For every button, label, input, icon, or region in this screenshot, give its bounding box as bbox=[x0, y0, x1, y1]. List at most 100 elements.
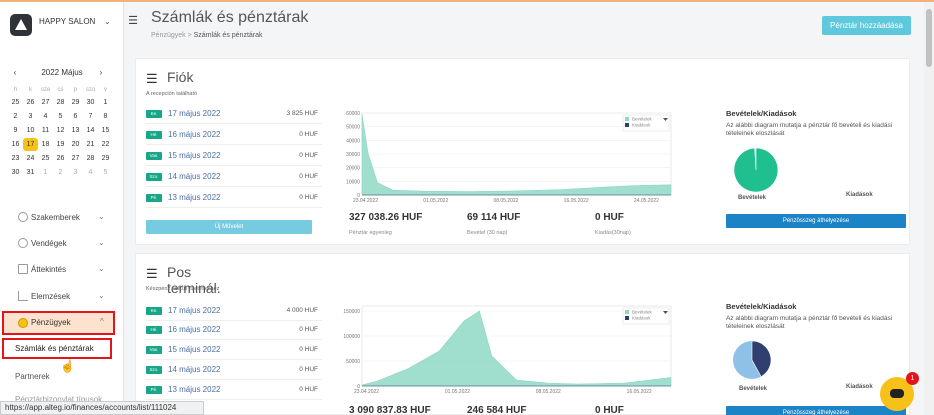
row-amount: 4 000 HUF bbox=[286, 307, 318, 314]
daily-row[interactable]: Ke. 17 május 2022 4 000 HUF bbox=[146, 304, 322, 321]
x-tick-label: 16.05.2022 bbox=[564, 198, 589, 204]
scrollbar-track[interactable] bbox=[924, 2, 934, 415]
pie-expense-label: Kiadások bbox=[846, 384, 873, 390]
y-tick-label: 10000 bbox=[346, 179, 360, 185]
nav-analysis[interactable]: Elemzések ⌄ bbox=[0, 286, 123, 308]
calendar-day[interactable]: 8 bbox=[103, 113, 108, 120]
row-amount: 0 HUF bbox=[299, 194, 318, 201]
calendar-day[interactable]: 28 bbox=[86, 155, 95, 162]
calendar-day[interactable]: 31 bbox=[26, 169, 35, 176]
daily-row[interactable]: Szo. 14 május 2022 0 HUF bbox=[146, 170, 322, 187]
row-date[interactable]: 14 május 2022 bbox=[168, 172, 221, 181]
calendar-prev-button[interactable]: ‹ bbox=[13, 68, 17, 77]
calendar-day[interactable]: 27 bbox=[41, 99, 50, 106]
calendar-day[interactable]: 11 bbox=[41, 127, 50, 134]
row-date[interactable]: 14 május 2022 bbox=[168, 365, 221, 374]
calendar-day[interactable]: 21 bbox=[86, 141, 95, 148]
nav-receipt-types[interactable]: Pénztárbizonylat típusok bbox=[15, 395, 103, 404]
legend-box bbox=[622, 307, 670, 325]
nav-guests[interactable]: Vendégek ⌄ bbox=[0, 233, 123, 255]
calendar-day[interactable]: 4 bbox=[43, 113, 48, 120]
calendar-day[interactable]: 5 bbox=[58, 113, 63, 120]
calendar-day[interactable]: 30 bbox=[86, 99, 95, 106]
new-operation-button[interactable]: Új Művelet bbox=[146, 220, 312, 234]
card-menu-icon[interactable]: ☰ bbox=[146, 71, 158, 86]
calendar-day[interactable]: 19 bbox=[56, 141, 65, 148]
nav-accounts-and-cash-registers[interactable]: Számlák és pénztárak bbox=[2, 338, 112, 359]
calendar-day[interactable]: 18 bbox=[41, 141, 50, 148]
calendar-day[interactable]: 2 bbox=[13, 113, 18, 120]
weekday-badge: Vas. bbox=[146, 346, 162, 354]
income-expense-panel: Bevételek/Kiadások Az alábbi diagram mut… bbox=[726, 302, 906, 415]
add-cash-register-button[interactable]: Pénztár hozzáadása bbox=[822, 16, 911, 35]
calendar-day[interactable]: 15 bbox=[101, 127, 110, 134]
scrollbar-thumb[interactable] bbox=[926, 9, 932, 67]
calendar-day[interactable]: 4 bbox=[88, 169, 93, 176]
y-tick-label: 0 bbox=[357, 384, 360, 390]
row-date[interactable]: 13 május 2022 bbox=[168, 385, 221, 394]
calendar-day[interactable]: 10 bbox=[26, 127, 35, 134]
calendar-day[interactable]: 2 bbox=[58, 169, 63, 176]
calendar-day[interactable]: 3 bbox=[73, 169, 78, 176]
daily-row[interactable]: Vas. 15 május 2022 0 HUF bbox=[146, 343, 322, 360]
weekday-label: v bbox=[104, 87, 107, 93]
calendar-day[interactable]: 26 bbox=[26, 99, 35, 106]
daily-row[interactable]: Hé. 16 május 2022 0 HUF bbox=[146, 323, 322, 340]
calendar-day[interactable]: 1 bbox=[43, 169, 48, 176]
row-amount: 0 HUF bbox=[299, 173, 318, 180]
calendar-day[interactable]: 25 bbox=[41, 155, 50, 162]
calendar-day[interactable]: 5 bbox=[103, 169, 108, 176]
income-expense-pie bbox=[733, 340, 772, 379]
calendar-day[interactable]: 3 bbox=[28, 113, 33, 120]
breadcrumb-parent[interactable]: Pénzügyek bbox=[151, 32, 186, 39]
daily-row[interactable]: Hé. 16 május 2022 0 HUF bbox=[146, 128, 322, 145]
calendar-day[interactable]: 7 bbox=[88, 113, 93, 120]
row-date[interactable]: 16 május 2022 bbox=[168, 130, 221, 139]
calendar-day[interactable]: 20 bbox=[71, 141, 80, 148]
daily-row[interactable]: Vas. 15 május 2022 0 HUF bbox=[146, 149, 322, 166]
calendar-day[interactable]: 29 bbox=[101, 155, 110, 162]
nav-partners[interactable]: Partnerek bbox=[15, 372, 50, 381]
calendar-day[interactable]: 24 bbox=[26, 155, 35, 162]
calendar-day[interactable]: 13 bbox=[71, 127, 80, 134]
row-date[interactable]: 15 május 2022 bbox=[168, 151, 221, 160]
transfer-amount-button[interactable]: Pénzösszeg áthelyezése bbox=[726, 406, 906, 415]
calendar-day[interactable]: 16 bbox=[11, 141, 20, 148]
nav-overview[interactable]: Áttekintés ⌄ bbox=[0, 259, 123, 281]
daily-row[interactable]: Pé. 13 május 2022 0 HUF bbox=[146, 383, 322, 400]
calendar-day[interactable]: 30 bbox=[11, 169, 20, 176]
calendar-day[interactable]: 22 bbox=[101, 141, 110, 148]
calendar-day[interactable]: 23 bbox=[11, 155, 20, 162]
row-date[interactable]: 17 május 2022 bbox=[168, 109, 221, 118]
brand-switcher[interactable]: HAPPY SALON ⌄ bbox=[10, 14, 120, 38]
calendar-day-today[interactable]: 17 bbox=[23, 138, 38, 151]
chat-widget-icon[interactable] bbox=[880, 377, 914, 411]
daily-row[interactable]: Szo. 14 május 2022 0 HUF bbox=[146, 363, 322, 380]
menu-toggle-icon[interactable]: ☰ bbox=[128, 15, 138, 27]
calendar-day[interactable]: 27 bbox=[71, 155, 80, 162]
legend-label: Kiadások bbox=[632, 123, 651, 128]
daily-row[interactable]: Ke. 17 május 2022 3 825 HUF bbox=[146, 107, 322, 124]
breadcrumb-current: Számlák és pénztárak bbox=[193, 32, 263, 39]
transfer-amount-button[interactable]: Pénzösszeg áthelyezése bbox=[726, 214, 906, 228]
nav-specialists[interactable]: Szakemberek ⌄ bbox=[0, 207, 123, 229]
calendar-day[interactable]: 14 bbox=[86, 127, 95, 134]
row-date[interactable]: 16 május 2022 bbox=[168, 325, 221, 334]
nav-analysis-label: Elemzések bbox=[31, 292, 71, 301]
calendar-day[interactable]: 25 bbox=[11, 99, 20, 106]
calendar-day[interactable]: 1 bbox=[103, 99, 108, 106]
calendar-day[interactable]: 6 bbox=[73, 113, 78, 120]
row-date[interactable]: 13 május 2022 bbox=[168, 193, 221, 202]
calendar-day[interactable]: 26 bbox=[56, 155, 65, 162]
nav-finance-label: Pénzügyek bbox=[31, 318, 71, 327]
nav-finance[interactable]: Pénzügyek ^ bbox=[2, 311, 115, 335]
row-date[interactable]: 15 május 2022 bbox=[168, 345, 221, 354]
daily-row[interactable]: Pé. 13 május 2022 0 HUF bbox=[146, 191, 322, 208]
calendar-next-button[interactable]: › bbox=[99, 68, 103, 77]
calendar-day[interactable]: 29 bbox=[71, 99, 80, 106]
card-menu-icon[interactable]: ☰ bbox=[146, 266, 158, 281]
row-date[interactable]: 17 május 2022 bbox=[168, 306, 221, 315]
calendar-day[interactable]: 12 bbox=[56, 127, 65, 134]
calendar-day[interactable]: 9 bbox=[13, 127, 18, 134]
calendar-day[interactable]: 28 bbox=[56, 99, 65, 106]
